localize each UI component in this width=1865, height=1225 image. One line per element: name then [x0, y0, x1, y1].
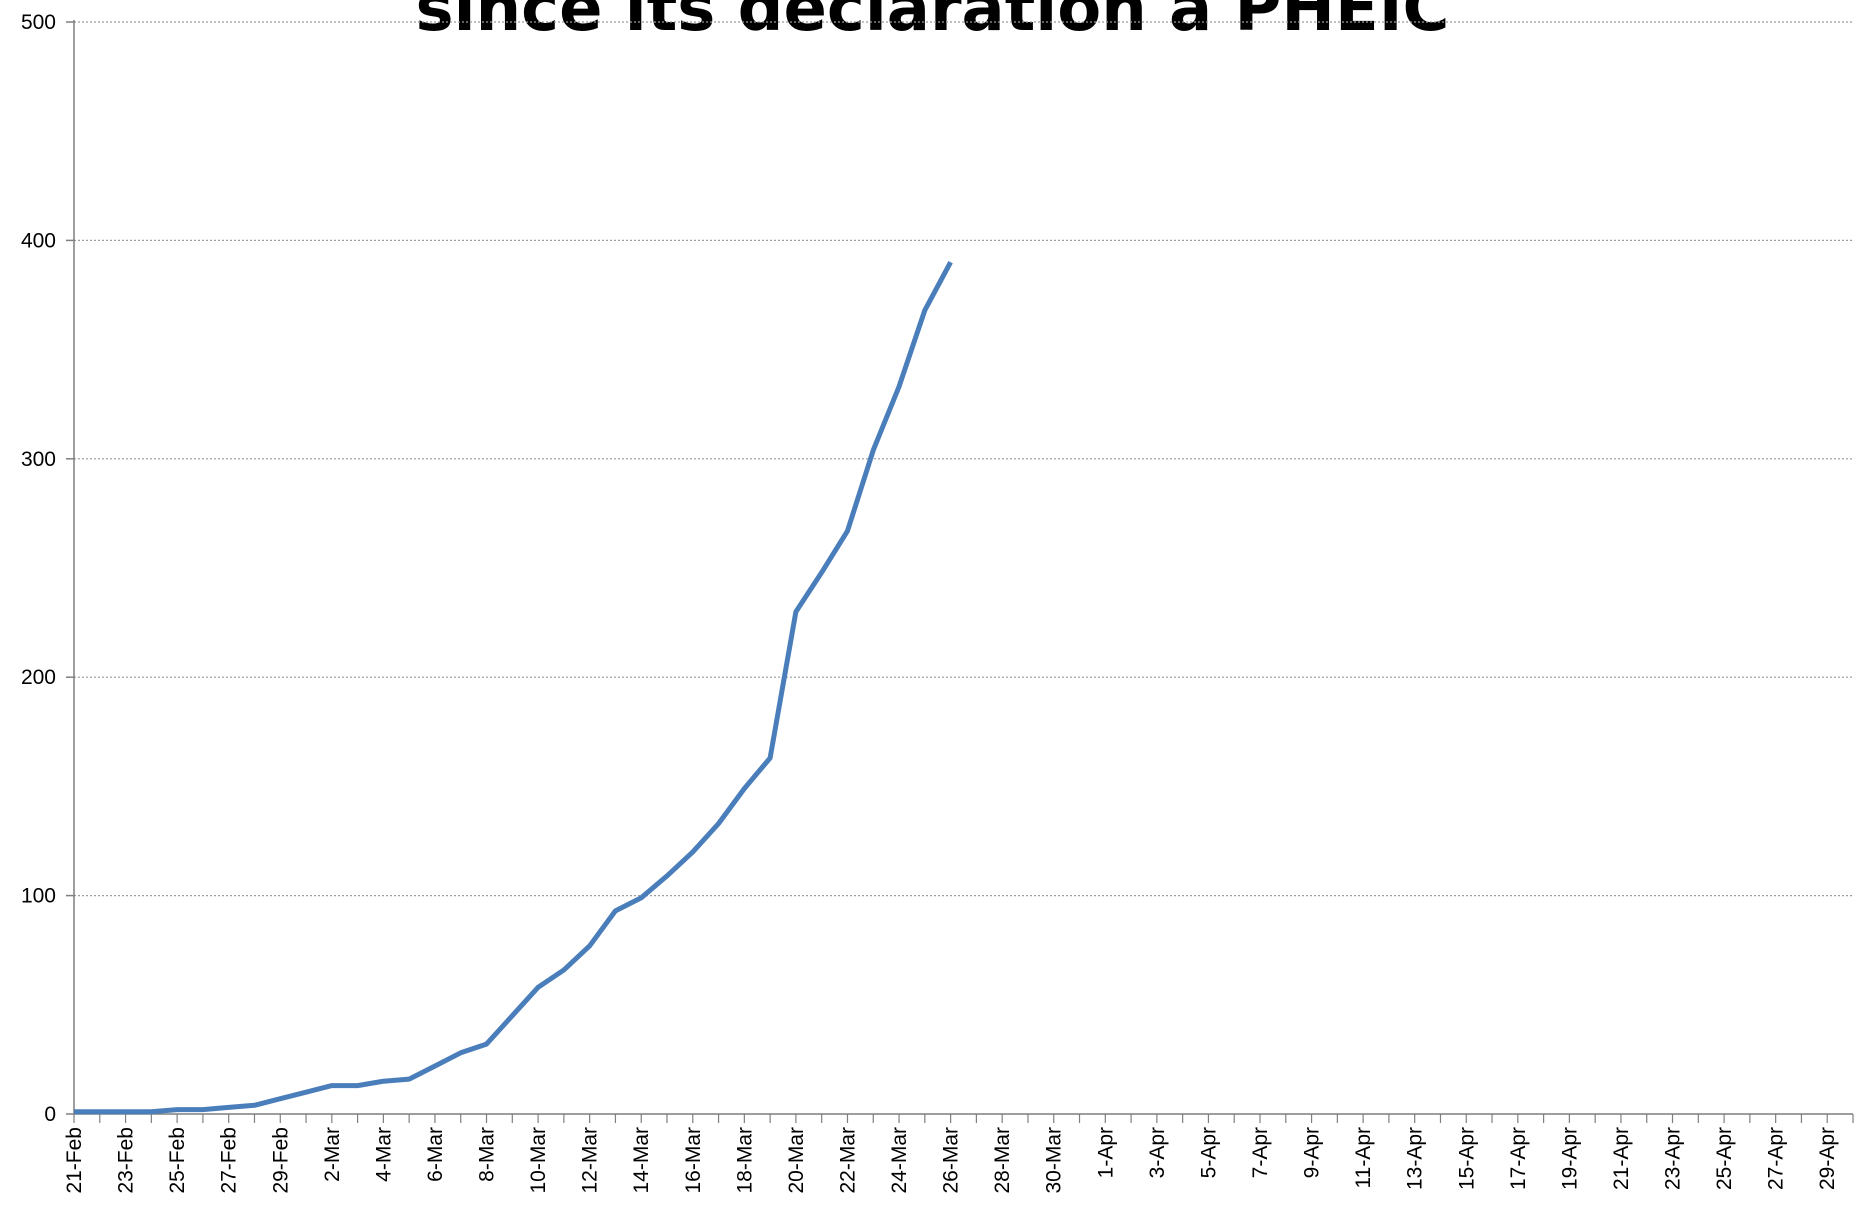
x-tick-label: 8-Mar: [476, 1127, 499, 1182]
x-tick-label: 12-Mar: [579, 1127, 602, 1194]
x-tick-label: 23-Apr: [1662, 1127, 1685, 1190]
y-tick-label: 200: [21, 666, 56, 689]
y-tick-label: 0: [44, 1103, 56, 1126]
x-tick-label: 14-Mar: [630, 1127, 653, 1194]
x-tick-label: 1-Apr: [1094, 1127, 1117, 1178]
x-tick-label: 13-Apr: [1404, 1127, 1427, 1190]
x-tick-label: 5-Apr: [1197, 1127, 1220, 1178]
x-tick-label: 25-Apr: [1713, 1127, 1736, 1190]
x-tick-label: 19-Apr: [1558, 1127, 1581, 1190]
x-tick-label: 23-Feb: [115, 1127, 138, 1194]
x-tick-label: 21-Feb: [63, 1127, 86, 1194]
x-tick-label: 27-Apr: [1765, 1127, 1788, 1190]
x-tick-label: 17-Apr: [1507, 1127, 1530, 1190]
x-tick-label: 15-Apr: [1455, 1127, 1478, 1190]
x-tick-label: 26-Mar: [940, 1127, 963, 1194]
x-tick-label: 3-Apr: [1146, 1127, 1169, 1178]
x-tick-label: 9-Apr: [1301, 1127, 1324, 1178]
x-tick-label: 2-Mar: [321, 1127, 344, 1182]
x-tick-label: 11-Apr: [1352, 1127, 1375, 1188]
x-tick-label: 29-Feb: [269, 1127, 292, 1194]
x-tick-label: 16-Mar: [682, 1127, 705, 1194]
x-tick-label: 6-Mar: [424, 1127, 447, 1182]
x-tick-label: 25-Feb: [166, 1127, 189, 1194]
x-tick-label: 22-Mar: [836, 1127, 859, 1194]
x-tick-label: 24-Mar: [888, 1127, 911, 1194]
chart-title: since its declaration a PHEIC: [415, 0, 1450, 46]
y-tick-label: 500: [21, 11, 56, 34]
x-tick-label: 7-Apr: [1249, 1127, 1272, 1178]
x-tick-label: 21-Apr: [1610, 1127, 1633, 1190]
x-tick-label: 18-Mar: [733, 1127, 756, 1194]
y-tick-label: 300: [21, 448, 56, 471]
x-tick-label: 28-Mar: [991, 1127, 1014, 1194]
x-tick-label: 4-Mar: [372, 1127, 395, 1182]
x-tick-label: 27-Feb: [218, 1127, 241, 1194]
y-tick-label: 400: [21, 229, 56, 252]
x-tick-label: 29-Apr: [1816, 1127, 1839, 1190]
x-tick-label: 10-Mar: [527, 1127, 550, 1194]
x-tick-label: 20-Mar: [785, 1127, 808, 1194]
x-tick-label: 30-Mar: [1043, 1127, 1066, 1194]
y-tick-label: 100: [21, 885, 56, 908]
series-line: [74, 261, 953, 1115]
